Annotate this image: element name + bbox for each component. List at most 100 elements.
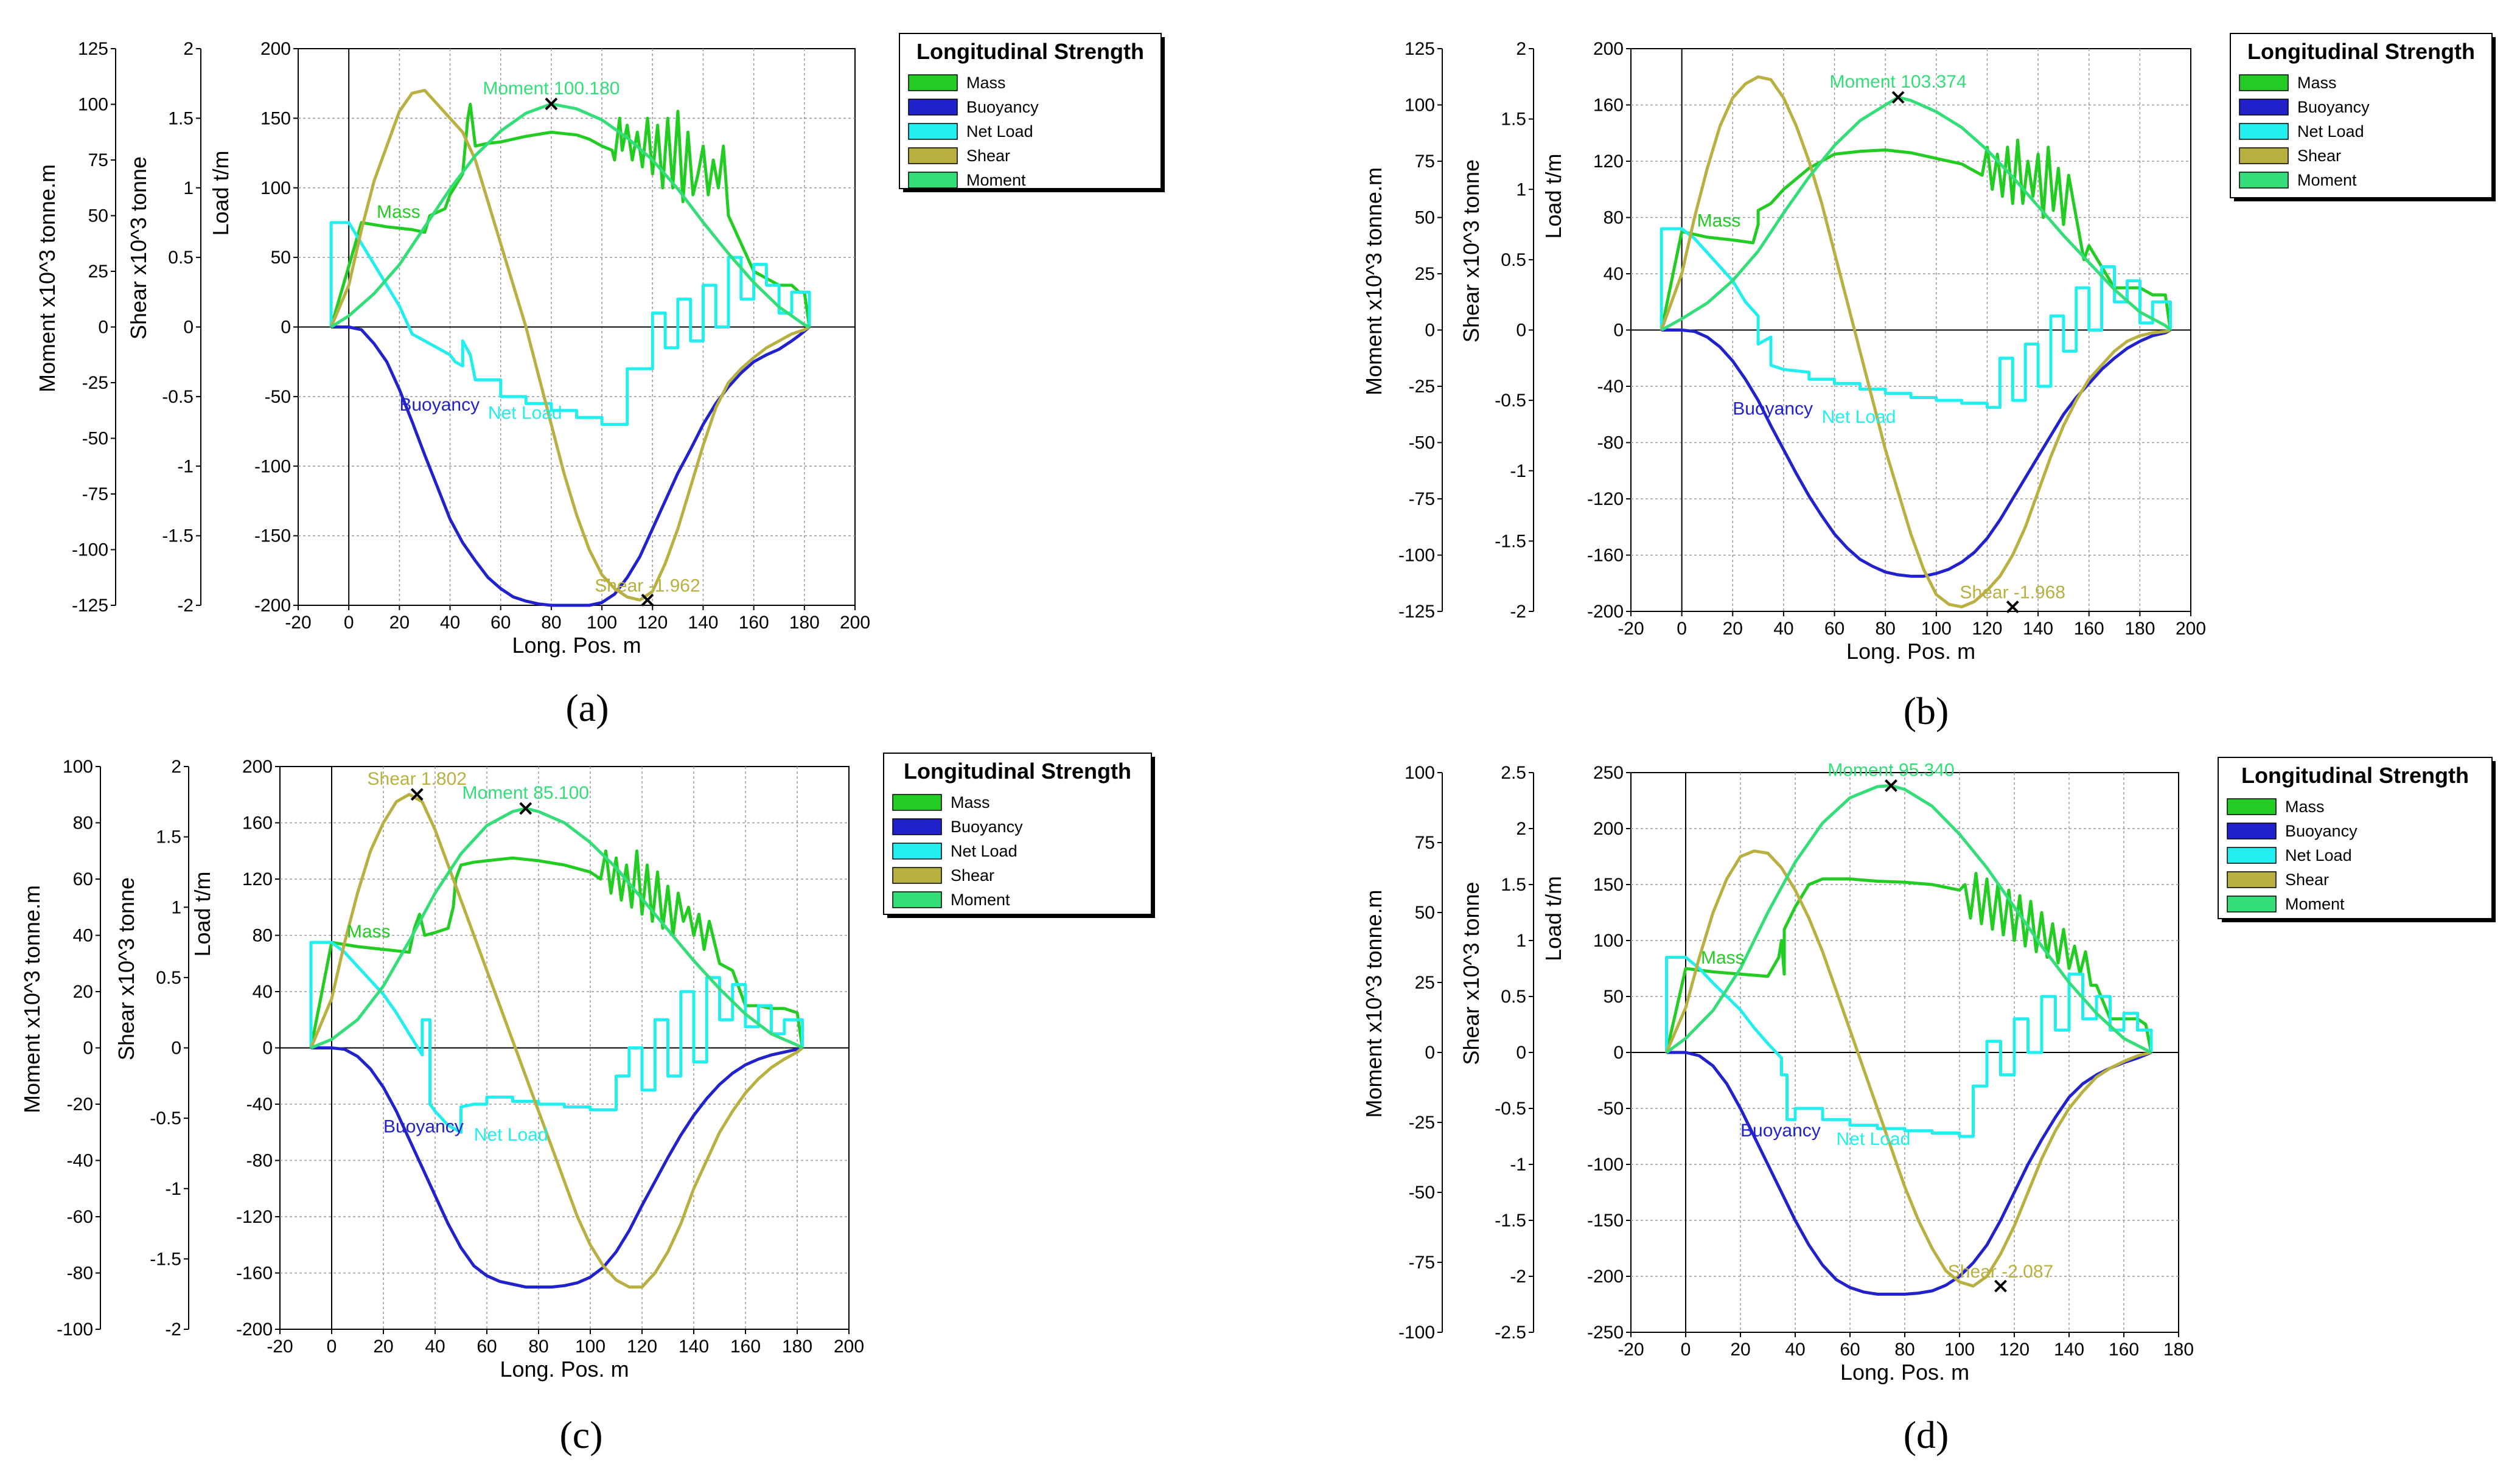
legend-label-shear: Shear (2285, 871, 2329, 889)
shear-tick-label: -2.5 (1495, 1323, 1526, 1343)
moment-tick-label: 60 (73, 869, 93, 889)
net-load-curve-label: Net Load (488, 403, 562, 423)
shear-max-annotation: Shear -2.087 (1948, 1262, 2053, 1282)
x-tick-label: 140 (2054, 1340, 2084, 1360)
x-tick-label: 200 (2176, 619, 2206, 639)
moment-tick-label: -20 (67, 1094, 93, 1115)
shear-tick-label: 0 (183, 318, 194, 338)
shear-tick-label: -1.5 (162, 526, 194, 546)
shear-axis-title: Shear x10^3 tonne (1459, 159, 1484, 343)
x-tick-label: 120 (1999, 1340, 2030, 1360)
shear-axis-title: Shear x10^3 tonne (1459, 882, 1484, 1065)
shear-tick-label: 1 (1516, 931, 1526, 951)
shear-max-annotation: Shear -1.968 (1960, 583, 2065, 603)
load-tick-label: 0 (1613, 321, 1624, 341)
moment-tick-label: 125 (1405, 39, 1435, 59)
moment-tick-label: 0 (83, 1038, 93, 1059)
x-tick-label: 160 (2109, 1340, 2139, 1360)
moment-tick-label: 50 (88, 206, 108, 226)
shear-tick-label: 1.5 (168, 108, 194, 128)
moment-tick-label: -25 (82, 373, 108, 393)
legend-title: Longitudinal Strength (2241, 763, 2469, 788)
moment-tick-label: -75 (82, 484, 108, 504)
x-tick-label: 100 (587, 613, 617, 633)
x-tick-label: 20 (1730, 1340, 1750, 1360)
legend-label-mass: Mass (951, 793, 990, 812)
shear-series-line (1665, 849, 2152, 1288)
load-tick-label: 160 (1593, 96, 1624, 116)
load-tick-label: 100 (260, 178, 291, 198)
moment-axis-title: Moment x10^3 tonne.m (19, 885, 44, 1113)
shear-tick-label: -1.5 (1495, 531, 1526, 551)
load-axis-title: Load t/m (190, 871, 215, 956)
net-load-series-line (309, 941, 804, 1134)
net-load-curve-label: Net Load (1822, 407, 1896, 427)
moment-tick-label: 100 (1405, 96, 1435, 116)
legend-label-buoyancy: Buoyancy (951, 818, 1023, 836)
x-tick-label: 80 (541, 613, 561, 633)
load-tick-label: -50 (265, 387, 291, 407)
x-tick-label: -20 (285, 613, 311, 633)
load-tick-label: -100 (1587, 1155, 1624, 1175)
shear-tick-label: -2 (1510, 602, 1526, 622)
shear-max-marker (1994, 1279, 2007, 1293)
load-tick-label: -40 (246, 1094, 273, 1115)
legend-title: Longitudinal Strength (916, 39, 1144, 64)
moment-tick-label: -50 (1409, 1183, 1435, 1203)
moment-tick-label: 25 (1415, 973, 1435, 993)
moment-tick-label: -25 (1409, 377, 1435, 397)
shear-tick-label: -0.5 (150, 1108, 181, 1128)
legend-label-net-load: Net Load (2297, 122, 2364, 141)
moment-tick-label: -75 (1409, 1253, 1435, 1273)
moment-tick-label: 0 (1425, 1043, 1435, 1063)
x-axis-title: Long. Pos. m (500, 1357, 629, 1382)
load-tick-label: -80 (246, 1151, 273, 1171)
x-tick-label: 160 (730, 1337, 761, 1357)
shear-series-line (1660, 75, 2171, 609)
load-tick-label: -160 (236, 1264, 273, 1284)
shear-tick-label: -1.5 (1495, 1211, 1526, 1231)
legend-label-net-load: Net Load (951, 842, 1017, 860)
legend-swatch-net-load (2239, 123, 2289, 140)
moment-tick-label: 20 (73, 982, 93, 1002)
load-axis-title: Load t/m (1541, 153, 1566, 238)
load-tick-label: 0 (262, 1038, 273, 1059)
moment-tick-label: 0 (98, 318, 108, 338)
shear-tick-label: 0.5 (1501, 250, 1526, 270)
x-tick-label: 180 (789, 613, 820, 633)
moment-series-line (1666, 784, 2152, 1054)
moment-series-line (330, 102, 811, 329)
load-tick-label: -120 (1587, 489, 1624, 509)
buoyancy-series-line (331, 325, 811, 607)
panel-caption: (c) (559, 1413, 602, 1456)
moment-axis-title: Moment x10^3 tonne.m (1361, 167, 1386, 395)
load-tick-label: 40 (253, 982, 273, 1002)
load-tick-label: 80 (1604, 208, 1624, 228)
x-tick-label: 140 (688, 613, 718, 633)
moment-axis-title: Moment x10^3 tonne.m (1361, 889, 1386, 1118)
legend-label-moment: Moment (2285, 895, 2345, 913)
shear-tick-label: -0.5 (162, 387, 194, 407)
load-tick-label: -50 (1597, 1099, 1624, 1119)
x-tick-label: 80 (528, 1337, 548, 1357)
moment-tick-label: -100 (57, 1320, 93, 1340)
net-load-curve-label: Net Load (1837, 1129, 1911, 1149)
moment-tick-label: 75 (1415, 833, 1435, 853)
load-tick-label: -80 (1597, 433, 1624, 453)
load-tick-label: 200 (1593, 39, 1624, 59)
moment-tick-label: 50 (1415, 208, 1435, 228)
buoyancy-curve-label: Buoyancy (1740, 1121, 1821, 1141)
moment-tick-label: -60 (67, 1207, 93, 1227)
load-tick-label: 0 (281, 318, 291, 338)
x-tick-label: 80 (1875, 619, 1895, 639)
moment-tick-label: -50 (82, 429, 108, 449)
buoyancy-curve-label: Buoyancy (383, 1116, 464, 1136)
x-tick-label: 160 (2074, 619, 2104, 639)
legend-title: Longitudinal Strength (904, 759, 1131, 784)
x-tick-label: 40 (1773, 619, 1793, 639)
moment-tick-label: -125 (72, 596, 108, 616)
load-tick-label: -150 (254, 526, 291, 546)
load-tick-label: -160 (1587, 546, 1624, 566)
